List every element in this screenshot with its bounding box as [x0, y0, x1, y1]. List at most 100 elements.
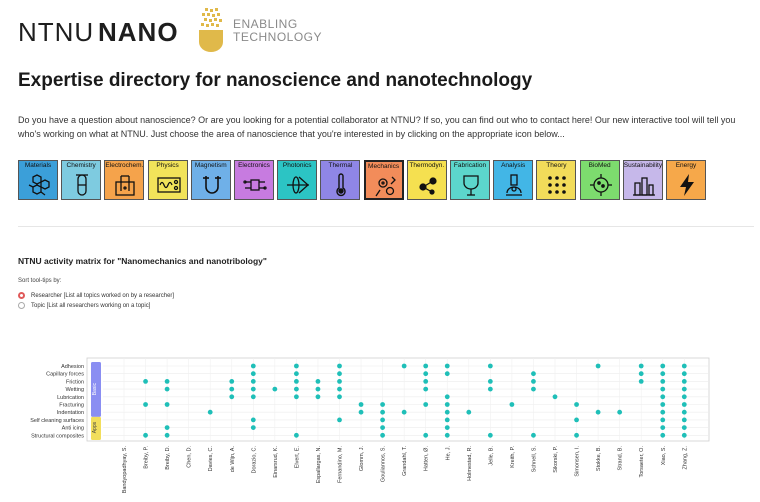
matrix-point[interactable]	[294, 386, 299, 392]
matrix-point[interactable]	[444, 402, 450, 407]
matrix-point[interactable]	[681, 409, 687, 415]
matrix-point[interactable]	[337, 394, 342, 400]
matrix-point[interactable]	[315, 386, 321, 392]
matrix-point[interactable]	[660, 379, 666, 384]
matrix-point[interactable]	[250, 363, 256, 369]
matrix-point[interactable]	[509, 402, 515, 407]
matrix-point[interactable]	[638, 371, 644, 377]
matrix-point[interactable]	[423, 386, 429, 392]
area-tile-chemistry[interactable]: Chemistry	[61, 160, 102, 200]
matrix-point[interactable]	[380, 417, 385, 423]
matrix-point[interactable]	[423, 379, 429, 384]
area-tile-physics[interactable]: Physics	[147, 160, 188, 200]
matrix-point[interactable]	[164, 386, 170, 392]
area-tile-sustainability[interactable]: Sustainability	[622, 160, 663, 200]
matrix-point[interactable]	[207, 409, 213, 415]
matrix-point[interactable]	[531, 432, 536, 438]
matrix-point[interactable]	[380, 402, 385, 407]
matrix-point[interactable]	[617, 409, 623, 415]
matrix-point[interactable]	[423, 363, 429, 369]
matrix-point[interactable]	[423, 432, 429, 438]
matrix-point[interactable]	[444, 371, 450, 377]
area-tile-biomed[interactable]: BioMed	[579, 160, 620, 200]
matrix-point[interactable]	[574, 432, 579, 438]
matrix-point[interactable]	[380, 409, 385, 415]
area-tile-thermal[interactable]: Thermal	[320, 160, 361, 200]
matrix-point[interactable]	[444, 409, 450, 415]
matrix-point[interactable]	[337, 363, 342, 369]
matrix-point[interactable]	[681, 417, 687, 423]
matrix-point[interactable]	[250, 394, 256, 400]
matrix-point[interactable]	[444, 394, 450, 400]
area-tile-electronics[interactable]: Electronics	[234, 160, 274, 200]
matrix-point[interactable]	[660, 394, 666, 400]
area-tile-mechanics[interactable]: Mechanics	[363, 160, 404, 200]
matrix-point[interactable]	[164, 402, 170, 407]
matrix-point[interactable]	[574, 417, 579, 423]
matrix-point[interactable]	[337, 417, 342, 423]
matrix-point[interactable]	[638, 363, 644, 369]
matrix-point[interactable]	[250, 371, 256, 377]
matrix-point[interactable]	[229, 386, 235, 392]
matrix-point[interactable]	[681, 371, 687, 377]
matrix-point[interactable]	[272, 386, 278, 392]
matrix-point[interactable]	[164, 432, 170, 438]
area-tile-energy[interactable]: Energy	[666, 160, 706, 200]
matrix-point[interactable]	[487, 386, 493, 392]
ntnu-nano-logo[interactable]: NTNU NANO ENABLING TECHNOLOGY	[18, 8, 322, 52]
area-tile-photonics[interactable]: Photonics	[277, 160, 318, 200]
matrix-point[interactable]	[660, 371, 666, 377]
matrix-point[interactable]	[401, 409, 407, 415]
matrix-point[interactable]	[595, 409, 601, 415]
area-tile-theory[interactable]: Theory	[536, 160, 577, 200]
matrix-point[interactable]	[423, 402, 429, 407]
area-tile-thermodyn[interactable]: Thermodyn.	[406, 160, 447, 200]
matrix-point[interactable]	[574, 402, 579, 407]
matrix-point[interactable]	[531, 371, 536, 377]
matrix-point[interactable]	[444, 363, 450, 369]
matrix-point[interactable]	[466, 409, 472, 415]
matrix-point[interactable]	[315, 394, 321, 400]
matrix-point[interactable]	[531, 379, 536, 384]
matrix-point[interactable]	[337, 386, 342, 392]
matrix-point[interactable]	[660, 417, 666, 423]
matrix-point[interactable]	[164, 425, 170, 430]
matrix-point[interactable]	[358, 409, 364, 415]
matrix-point[interactable]	[380, 432, 385, 438]
area-tile-materials[interactable]: Materials	[18, 160, 58, 200]
area-tile-magnetism[interactable]: Magnetism	[190, 160, 231, 200]
matrix-point[interactable]	[660, 432, 666, 438]
area-tile-analysis[interactable]: Analysis	[493, 160, 534, 200]
matrix-point[interactable]	[681, 432, 687, 438]
matrix-point[interactable]	[250, 386, 256, 392]
matrix-point[interactable]	[294, 363, 299, 369]
matrix-point[interactable]	[487, 432, 493, 438]
matrix-point[interactable]	[143, 379, 148, 384]
matrix-point[interactable]	[294, 432, 299, 438]
matrix-point[interactable]	[250, 379, 256, 384]
matrix-point[interactable]	[660, 363, 666, 369]
matrix-point[interactable]	[531, 386, 536, 392]
matrix-point[interactable]	[660, 409, 666, 415]
matrix-point[interactable]	[337, 371, 342, 377]
matrix-point[interactable]	[229, 394, 235, 400]
matrix-point[interactable]	[681, 394, 687, 400]
matrix-point[interactable]	[681, 425, 687, 430]
matrix-point[interactable]	[595, 363, 601, 369]
matrix-point[interactable]	[487, 379, 493, 384]
matrix-point[interactable]	[444, 425, 450, 430]
matrix-point[interactable]	[380, 425, 385, 430]
matrix-point[interactable]	[250, 425, 256, 430]
matrix-point[interactable]	[250, 417, 256, 423]
matrix-point[interactable]	[229, 379, 235, 384]
matrix-point[interactable]	[660, 386, 666, 392]
matrix-point[interactable]	[315, 379, 321, 384]
matrix-point[interactable]	[660, 402, 666, 407]
matrix-point[interactable]	[552, 394, 558, 400]
area-tile-electrochem[interactable]: Electrochem.	[104, 160, 145, 200]
area-tile-fabrication[interactable]: Fabrication	[450, 160, 490, 200]
matrix-point[interactable]	[164, 379, 170, 384]
matrix-point[interactable]	[294, 371, 299, 377]
matrix-point[interactable]	[423, 371, 429, 377]
matrix-point[interactable]	[681, 363, 687, 369]
